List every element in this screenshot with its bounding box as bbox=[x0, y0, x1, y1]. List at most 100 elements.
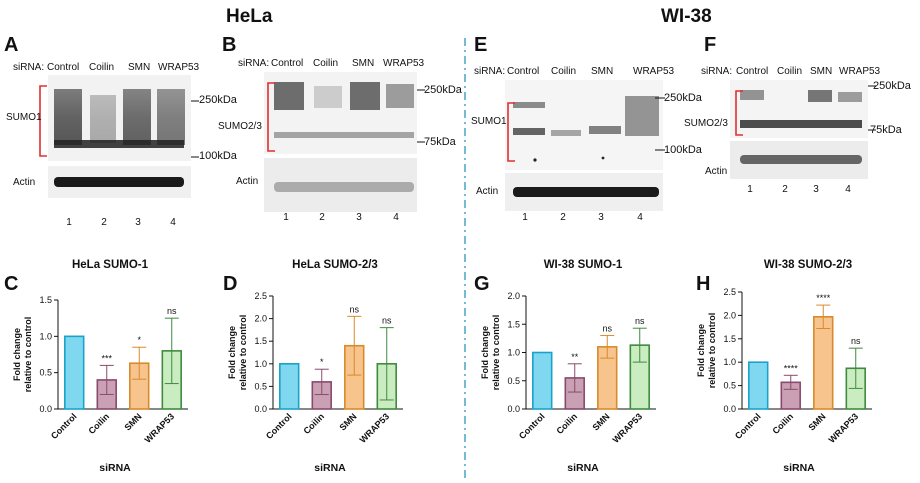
lane-label-coilin-e: Coilin bbox=[551, 66, 577, 77]
chart-y-tick-label: 0.5 bbox=[254, 381, 267, 391]
loading-label-e: Actin bbox=[476, 186, 499, 197]
chart-panel-letter: H bbox=[696, 273, 710, 295]
chart-category-label: SMN bbox=[590, 411, 611, 432]
chart-category-label: WRAP53 bbox=[358, 411, 392, 445]
marker-75-b: 75kDa bbox=[424, 136, 456, 148]
panel-letter-f: F bbox=[704, 34, 717, 56]
lane-number-2-f: 2 bbox=[782, 184, 788, 195]
lane-label-wrap53-b: WRAP53 bbox=[383, 58, 425, 69]
chart-significance-label: ns bbox=[851, 336, 861, 346]
chart-category-label: WRAP53 bbox=[827, 411, 861, 445]
chart-y-label-line: relative to control bbox=[707, 313, 717, 389]
sirna-label-f: siRNA: bbox=[701, 66, 733, 77]
chart-y-label-line: Fold change bbox=[696, 324, 706, 377]
chart-bar bbox=[748, 361, 769, 410]
blot-image-sumo1-hela bbox=[48, 75, 191, 161]
blot-image-actin-hela-b bbox=[264, 158, 417, 212]
chart-y-tick-label: 1.5 bbox=[507, 319, 520, 329]
chart-category-label: Control bbox=[49, 411, 79, 441]
lane-number-3-a: 3 bbox=[135, 217, 141, 228]
lane-label-smn-e: SMN bbox=[591, 66, 614, 77]
section-divider bbox=[464, 38, 466, 478]
bracket-a bbox=[39, 85, 47, 157]
chart-bar bbox=[532, 351, 553, 410]
chart-y-label-line: Fold change bbox=[12, 328, 22, 381]
chart-category-label: WRAP53 bbox=[611, 411, 645, 445]
chart-wi38-sumo1: G WI-38 SUMO-1 0.0 0.5 1.0 1.5 2.0 Fold changer… bbox=[474, 259, 656, 474]
band-label-a: SUMO1 bbox=[6, 112, 42, 123]
chart-wi38-sumo23: H WI-38 SUMO-2/3 0.0 0.5 1.0 1.5 2.0 2.5 Fold ch… bbox=[696, 259, 872, 474]
chart-panel-letter: D bbox=[223, 273, 237, 295]
chart-category-label: Coilin bbox=[301, 411, 326, 436]
marker-75-f: 75kDa bbox=[870, 124, 902, 136]
chart-y-label-line: relative to control bbox=[491, 315, 501, 391]
lane-label-coilin-a: Coilin bbox=[89, 62, 115, 73]
lane-label-wrap53-e: WRAP53 bbox=[633, 66, 675, 77]
lane-number-2-a: 2 bbox=[101, 217, 107, 228]
sirna-label-b: siRNA: bbox=[238, 58, 270, 69]
blot-image-sumo23-wi38 bbox=[730, 80, 868, 138]
band-label-e: SUMO1 bbox=[471, 116, 507, 127]
chart-y-tick-label: 1.0 bbox=[39, 331, 52, 341]
lane-label-smn-f: SMN bbox=[810, 66, 833, 77]
chart-y-tick-label: 0.0 bbox=[507, 404, 520, 414]
lane-number-1-f: 1 bbox=[747, 184, 753, 195]
chart-category-label: Control bbox=[264, 411, 294, 441]
chart-y-label-line: Fold change bbox=[480, 326, 490, 379]
bracket-e bbox=[507, 102, 515, 162]
lane-label-smn-b: SMN bbox=[352, 58, 375, 69]
lane-label-control-b: Control bbox=[271, 58, 304, 69]
chart-y-label: Fold changerelative to control bbox=[696, 313, 717, 389]
blot-image-actin-wi38-f bbox=[730, 141, 868, 179]
chart-category-label: SMN bbox=[337, 411, 358, 432]
blot-image-actin-wi38-e bbox=[505, 173, 663, 211]
chart-y-tick-label: 2.0 bbox=[254, 314, 267, 324]
chart-significance-label: *** bbox=[101, 353, 112, 363]
lane-number-2-e: 2 bbox=[560, 212, 566, 223]
chart-y-label: Fold changerelative to control bbox=[12, 317, 33, 393]
chart-panel-letter: G bbox=[474, 273, 490, 295]
band-label-b: SUMO2/3 bbox=[218, 121, 262, 132]
loading-label-a: Actin bbox=[13, 177, 36, 188]
chart-y-tick-label: 0.0 bbox=[254, 404, 267, 414]
chart-category-label: Control bbox=[517, 411, 547, 441]
chart-title: HeLa SUMO-1 bbox=[72, 259, 149, 271]
chart-significance-label: * bbox=[137, 335, 141, 345]
chart-y-label-line: relative to control bbox=[238, 315, 248, 391]
chart-hela-sumo23: D HeLa SUMO-2/3 0.0 0.5 1.0 1.5 2.0 2.5 Fold cha… bbox=[223, 259, 403, 474]
chart-y-tick-label: 1.0 bbox=[254, 359, 267, 369]
hela-title: HeLa bbox=[226, 6, 273, 27]
marker-250-f: 250kDa bbox=[873, 80, 911, 92]
lane-number-4-e: 4 bbox=[637, 212, 643, 223]
lane-number-3-e: 3 bbox=[598, 212, 604, 223]
marker-250-b: 250kDa bbox=[424, 84, 462, 96]
band-label-f: SUMO2/3 bbox=[684, 118, 728, 129]
chart-y-tick-label: 1.5 bbox=[39, 295, 52, 305]
lane-number-3-b: 3 bbox=[356, 212, 362, 223]
chart-category-label: Control bbox=[733, 411, 763, 441]
lane-number-1-e: 1 bbox=[522, 212, 528, 223]
lane-label-coilin-b: Coilin bbox=[313, 58, 339, 69]
lane-label-coilin-f: Coilin bbox=[777, 66, 803, 77]
lane-label-wrap53-a: WRAP53 bbox=[158, 62, 200, 73]
lane-label-control-a: Control bbox=[47, 62, 80, 73]
chart-y-tick-label: 1.5 bbox=[723, 334, 736, 344]
chart-category-label: WRAP53 bbox=[143, 411, 177, 445]
chart-y-tick-label: 2.0 bbox=[507, 291, 520, 301]
chart-y-tick-label: 0.5 bbox=[723, 381, 736, 391]
blot-image-actin-hela-a bbox=[48, 166, 191, 198]
chart-significance-label: ns bbox=[167, 306, 177, 316]
lane-number-1-b: 1 bbox=[283, 212, 289, 223]
chart-y-tick-label: 2.5 bbox=[723, 287, 736, 297]
lane-number-4-b: 4 bbox=[393, 212, 399, 223]
chart-y-tick-label: 1.5 bbox=[254, 336, 267, 346]
panel-letter-e: E bbox=[474, 34, 488, 56]
marker-ticks-a bbox=[191, 100, 199, 158]
marker-100-e: 100kDa bbox=[664, 144, 702, 156]
chart-significance-label: **** bbox=[784, 363, 799, 373]
lane-label-wrap53-f: WRAP53 bbox=[839, 66, 881, 77]
chart-title: WI-38 SUMO-2/3 bbox=[764, 259, 852, 271]
panel-letter-b: B bbox=[222, 34, 237, 56]
chart-x-label: siRNA bbox=[314, 462, 346, 474]
blot-image-sumo1-wi38 bbox=[505, 80, 663, 170]
